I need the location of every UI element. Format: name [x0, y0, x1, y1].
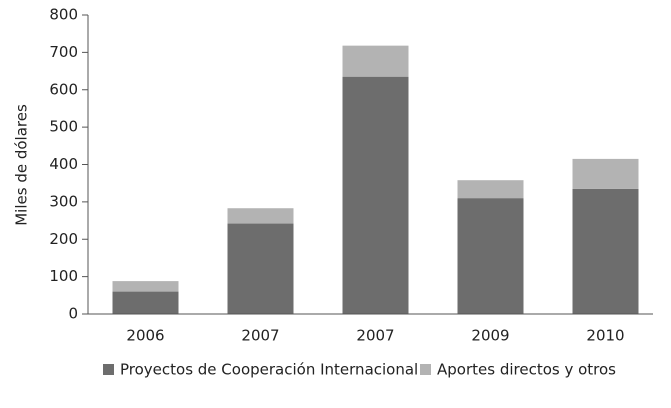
y-axis-label: Miles de dólares	[13, 104, 31, 226]
bar-segment	[227, 208, 294, 224]
legend-swatch	[103, 364, 114, 375]
legend-label: Proyectos de Cooperación Internacional	[120, 361, 418, 379]
x-tick-label: 2010	[586, 327, 624, 345]
bar-segment	[342, 45, 409, 77]
bar-segment	[457, 198, 524, 314]
bar-segment	[572, 188, 639, 314]
x-tick-label: 2007	[356, 327, 394, 345]
x-tick-label: 2009	[471, 327, 509, 345]
bar-segment	[572, 158, 639, 189]
bar-segment	[112, 291, 179, 314]
y-tick-label: 0	[68, 305, 78, 323]
y-tick-label: 800	[49, 6, 78, 24]
y-tick-label: 400	[49, 155, 78, 173]
y-tick-label: 100	[49, 267, 78, 285]
bar-segment	[227, 223, 294, 314]
y-tick-label: 200	[49, 230, 78, 248]
y-tick-label: 300	[49, 192, 78, 210]
legend-swatch	[420, 364, 431, 375]
legend-label: Aportes directos y otros	[437, 361, 616, 379]
y-tick-label: 700	[49, 43, 78, 61]
x-tick-label: 2007	[241, 327, 279, 345]
bar-segment	[342, 76, 409, 314]
y-tick-label: 600	[49, 80, 78, 98]
bar-segment	[112, 281, 179, 292]
y-tick-label: 500	[49, 118, 78, 136]
x-tick-label: 2006	[126, 327, 164, 345]
bar-segment	[457, 180, 524, 199]
